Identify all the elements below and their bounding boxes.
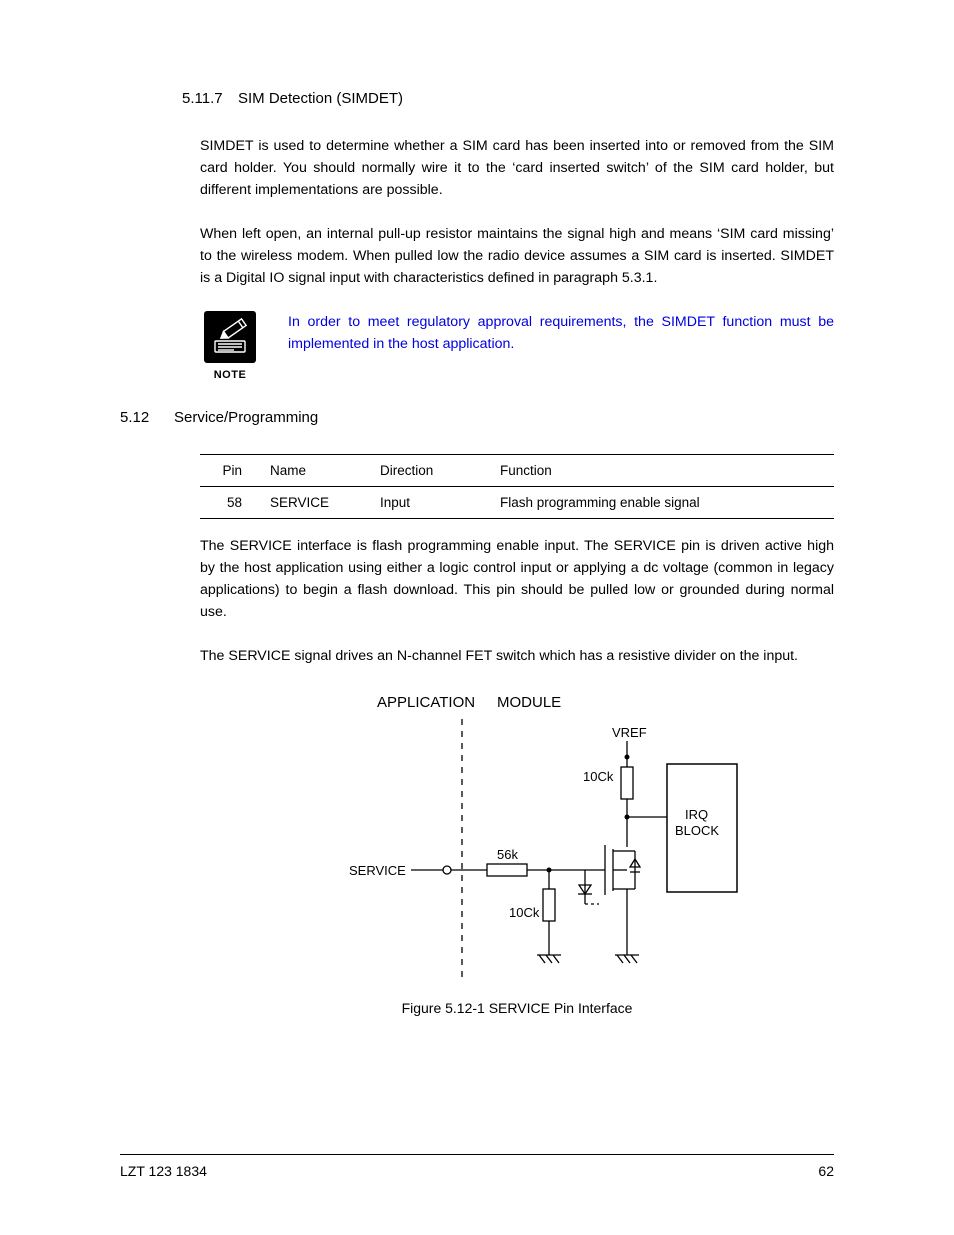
fig-fet <box>605 845 640 895</box>
subsection-heading-5-11-7: 5.11.7 SIM Detection (SIMDET) <box>120 90 834 107</box>
page-content: 5.11.7 SIM Detection (SIMDET) SIMDET is … <box>120 90 834 1016</box>
fig-label-r10k-top: 10Ck <box>583 769 614 784</box>
fig-ground-right <box>615 955 639 963</box>
fig-label-module: MODULE <box>497 694 561 711</box>
pencil-note-icon <box>204 311 256 363</box>
td-pin: 58 <box>200 487 260 519</box>
td-direction: Input <box>370 487 490 519</box>
para-5-11-7-p2: When left open, an internal pull-up resi… <box>200 223 834 289</box>
section-number: 5.12 <box>120 409 174 426</box>
fig-label-service: SERVICE <box>349 863 406 878</box>
page: 5.11.7 SIM Detection (SIMDET) SIMDET is … <box>0 0 954 1235</box>
service-table: Pin Name Direction Function 58 SERVICE I… <box>200 454 834 519</box>
para-5-12-p1: The SERVICE interface is flash programmi… <box>200 535 834 623</box>
td-name: SERVICE <box>260 487 370 519</box>
note-block: NOTE In order to meet regulatory approva… <box>200 311 834 381</box>
fig-gate-diode <box>578 870 605 904</box>
service-table-wrap: Pin Name Direction Function 58 SERVICE I… <box>200 454 834 519</box>
para-5-12-p2: The SERVICE signal drives an N-channel F… <box>200 645 834 667</box>
fig-r56k <box>487 864 527 876</box>
service-pin-interface-diagram: APPLICATION MODULE IRQ BLOCK VREF 10Ck <box>287 689 747 989</box>
fig-label-block: BLOCK <box>675 823 719 838</box>
fig-service-pin <box>443 866 451 874</box>
subsection-number: 5.11.7 <box>182 90 238 107</box>
th-function: Function <box>490 455 834 487</box>
fig-label-r10k-bot: 10Ck <box>509 905 540 920</box>
th-pin: Pin <box>200 455 260 487</box>
note-text: In order to meet regulatory approval req… <box>288 311 834 355</box>
fig-label-application: APPLICATION <box>377 694 475 711</box>
figure-5-12-1: APPLICATION MODULE IRQ BLOCK VREF 10Ck <box>200 689 834 1016</box>
fig-r10k-top <box>621 767 633 799</box>
fig-ground-left <box>537 955 561 963</box>
table-row: 58 SERVICE Input Flash programming enabl… <box>200 487 834 519</box>
th-name: Name <box>260 455 370 487</box>
note-label: NOTE <box>200 369 260 381</box>
fig-r10k-bot <box>543 889 555 921</box>
fig-label-irq: IRQ <box>685 807 708 822</box>
th-direction: Direction <box>370 455 490 487</box>
fig-label-vref: VREF <box>612 725 647 740</box>
subsection-title: SIM Detection (SIMDET) <box>238 90 403 107</box>
para-5-11-7-p1: SIMDET is used to determine whether a SI… <box>200 135 834 201</box>
page-footer: LZT 123 1834 62 <box>120 1154 834 1179</box>
footer-right: 62 <box>818 1163 834 1179</box>
fig-label-r56k: 56k <box>497 847 518 862</box>
table-header-row: Pin Name Direction Function <box>200 455 834 487</box>
note-icon-box: NOTE <box>200 311 260 381</box>
figure-caption: Figure 5.12-1 SERVICE Pin Interface <box>200 1000 834 1016</box>
footer-left: LZT 123 1834 <box>120 1163 207 1179</box>
section-heading-5-12: 5.12 Service/Programming <box>120 409 834 426</box>
section-title: Service/Programming <box>174 409 318 426</box>
td-function: Flash programming enable signal <box>490 487 834 519</box>
